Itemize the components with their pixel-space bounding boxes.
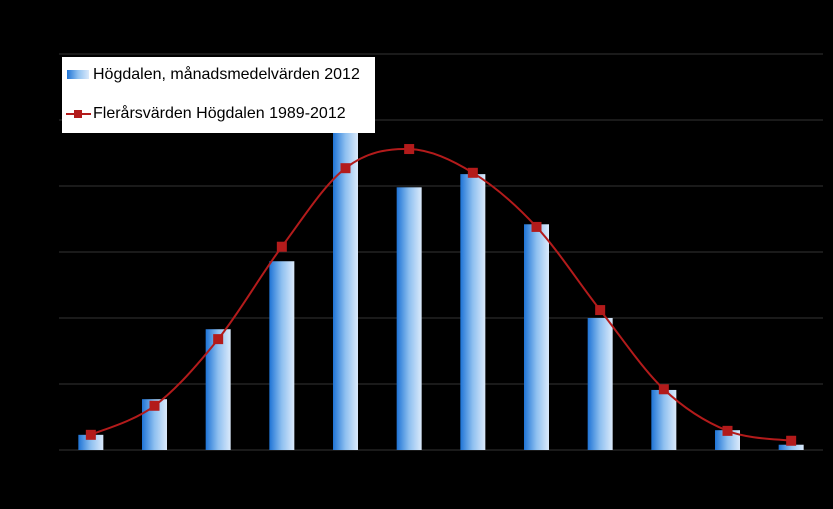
bar [778,444,804,450]
point [149,400,160,411]
legend-swatch [74,110,82,118]
point [340,163,351,174]
point [467,167,478,178]
legend-swatch [67,70,89,79]
bar [587,318,613,450]
legend-label: Högdalen, månadsmedelvärden 2012 [93,65,360,83]
point [85,429,96,440]
bar [715,430,740,450]
bar [651,389,677,450]
bar [396,187,422,450]
point [658,384,669,395]
bar [205,329,231,450]
legend: Högdalen, månadsmedelvärden 2012 Flerårs… [62,57,375,133]
point [213,334,224,345]
point [786,435,797,446]
point [722,425,733,436]
point [531,221,542,232]
bar [78,434,104,450]
legend-box [62,57,375,133]
legend-label: Flerårsvärden Högdalen 1989-2012 [93,104,346,122]
point [595,305,606,316]
point [276,241,287,252]
bar [524,224,549,450]
bar [269,261,295,450]
bar [460,174,486,450]
line [90,147,792,442]
point [404,144,415,155]
